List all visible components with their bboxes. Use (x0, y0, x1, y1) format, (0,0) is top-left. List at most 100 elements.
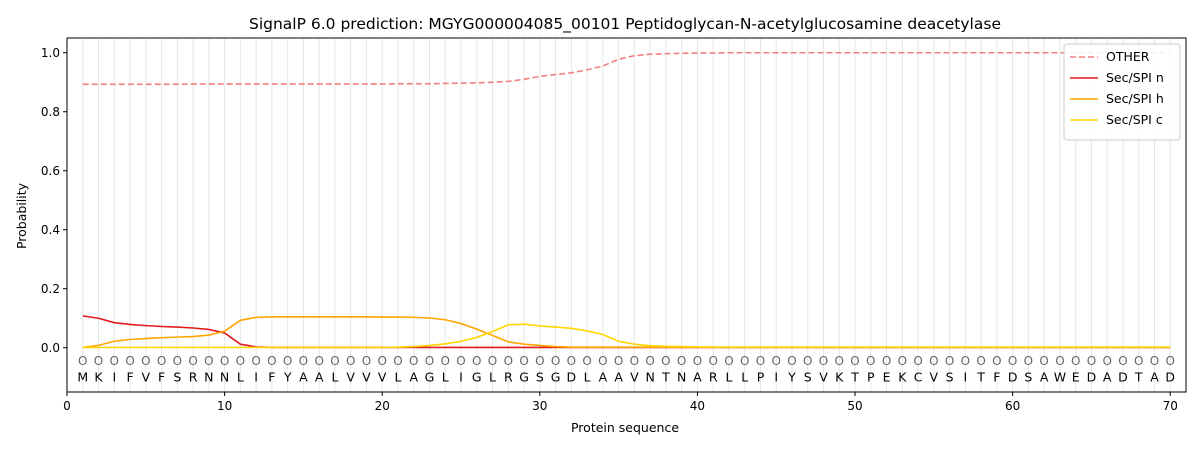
residue-label: S (536, 369, 544, 384)
position-marker: O (409, 354, 418, 368)
residue-label: T (1134, 369, 1143, 384)
sequence-labels: OMOKOIOFOVOFOSORONONOLOIOFOYOAOAOLOVOVOV… (77, 354, 1175, 384)
residue-label: V (630, 369, 639, 384)
position-marker: O (850, 354, 859, 368)
residue-label: D (1087, 369, 1097, 384)
x-axis-label: Protein sequence (571, 420, 679, 435)
position-marker: O (504, 354, 513, 368)
position-marker: O (630, 354, 639, 368)
position-marker: O (472, 354, 481, 368)
y-tick-label: 0.0 (41, 341, 60, 355)
position-marker: O (1102, 354, 1111, 368)
position-marker: O (519, 354, 528, 368)
residue-label: R (504, 369, 513, 384)
residue-label: Y (283, 369, 292, 384)
position-marker: O (866, 354, 875, 368)
residue-label: V (362, 369, 371, 384)
position-marker: O (299, 354, 308, 368)
position-marker: O (835, 354, 844, 368)
x-tick-label: 20 (375, 399, 390, 413)
legend-label: Sec/SPI h (1106, 91, 1164, 106)
position-marker: O (1150, 354, 1159, 368)
position-marker: O (645, 354, 654, 368)
residue-label: V (930, 369, 939, 384)
position-marker: O (567, 354, 576, 368)
position-marker: O (1087, 354, 1096, 368)
position-marker: O (1008, 354, 1017, 368)
y-axis-label: Probability (14, 182, 29, 249)
residue-label: K (898, 369, 907, 384)
residue-label: F (126, 369, 133, 384)
position-marker: O (598, 354, 607, 368)
position-marker: O (330, 354, 339, 368)
position-marker: O (393, 354, 402, 368)
x-tick-label: 60 (1005, 399, 1020, 413)
residue-label: N (204, 369, 213, 384)
plot-frame (66, 37, 1187, 393)
position-marker: O (94, 354, 103, 368)
residue-label: G (551, 369, 561, 384)
residue-label: I (112, 369, 116, 384)
residue-label: V (142, 369, 151, 384)
y-tick-label: 0.4 (41, 223, 60, 237)
position-marker: O (141, 354, 150, 368)
position-marker: O (157, 354, 166, 368)
position-marker: O (787, 354, 796, 368)
residue-label: A (599, 369, 608, 384)
residue-label: K (835, 369, 844, 384)
residue-label: P (867, 369, 875, 384)
x-tick-label: 30 (532, 399, 547, 413)
position-marker: O (724, 354, 733, 368)
position-marker: O (1118, 354, 1127, 368)
x-tick-label: 70 (1163, 399, 1178, 413)
position-marker: O (976, 354, 985, 368)
residue-label: A (614, 369, 623, 384)
position-marker: O (236, 354, 245, 368)
residue-label: A (1040, 369, 1049, 384)
residue-label: A (315, 369, 324, 384)
position-marker: O (708, 354, 717, 368)
legend-label: Sec/SPI c (1106, 112, 1163, 127)
y-tick-label: 0.8 (41, 105, 60, 119)
residue-label: D (567, 369, 577, 384)
residue-label: S (946, 369, 954, 384)
residue-label: N (677, 369, 686, 384)
residue-label: W (1054, 369, 1066, 384)
residue-label: R (189, 369, 198, 384)
residue-label: D (1118, 369, 1128, 384)
residue-label: R (709, 369, 718, 384)
position-marker: O (441, 354, 450, 368)
position-marker: O (661, 354, 670, 368)
position-marker: O (173, 354, 182, 368)
residue-label: V (819, 369, 828, 384)
position-marker: O (756, 354, 765, 368)
position-marker: O (456, 354, 465, 368)
position-marker: O (220, 354, 229, 368)
residue-label: S (1024, 369, 1032, 384)
residue-label: F (268, 369, 275, 384)
residue-label: A (1150, 369, 1159, 384)
residue-label: T (976, 369, 985, 384)
position-marker: O (314, 354, 323, 368)
grid (82, 38, 1171, 392)
position-marker: O (992, 354, 1001, 368)
position-marker: O (362, 354, 371, 368)
legend-box (1063, 43, 1181, 141)
residue-label: T (850, 369, 859, 384)
position-marker: O (771, 354, 780, 368)
residue-label: A (409, 369, 418, 384)
residue-label: M (77, 369, 88, 384)
position-marker: O (1166, 354, 1175, 368)
position-marker: O (693, 354, 702, 368)
position-marker: O (882, 354, 891, 368)
residue-label: E (1072, 369, 1080, 384)
position-marker: O (803, 354, 812, 368)
residue-label: Y (787, 369, 796, 384)
y-tick-label: 0.6 (41, 164, 60, 178)
position-marker: O (535, 354, 544, 368)
position-marker: O (488, 354, 497, 368)
residue-label: V (378, 369, 387, 384)
position-marker: O (377, 354, 386, 368)
residue-label: L (394, 369, 401, 384)
